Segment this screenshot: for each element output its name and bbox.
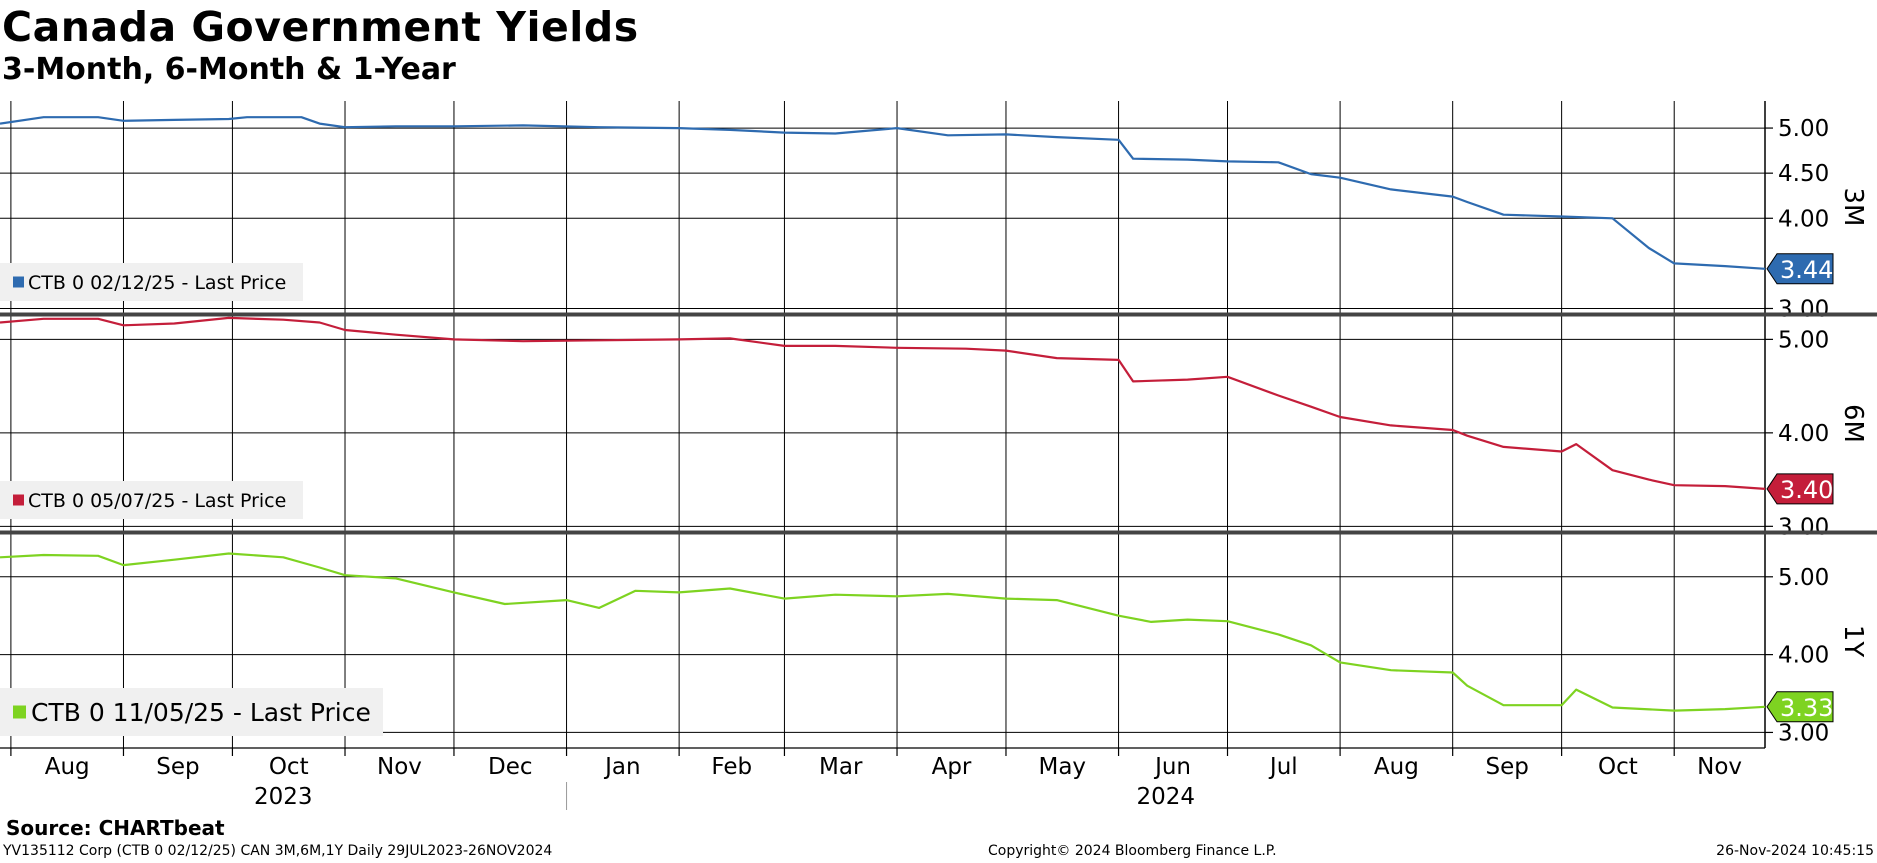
x-month-label: Nov	[377, 754, 422, 780]
y-axis-title: 3M	[1838, 188, 1868, 227]
x-month-label: Nov	[1697, 754, 1742, 780]
footer-ticker-info: YV135112 Corp (CTB 0 02/12/25) CAN 3M,6M…	[3, 843, 553, 859]
x-year-label: 2024	[1136, 784, 1195, 810]
x-month-label: Jan	[603, 754, 640, 780]
x-month-label: Aug	[1374, 754, 1419, 780]
x-month-label: Mar	[819, 754, 863, 780]
chart-subtitle: 3-Month, 6-Month & 1-Year	[2, 52, 456, 87]
x-month-label: Sep	[156, 754, 199, 780]
panel-3m: 3.00 4.00 4.50 5.00 3M 3.44 CTB 0 02/12/25 - L…	[0, 101, 1868, 322]
x-month-label: May	[1038, 754, 1086, 780]
legend-background	[0, 688, 383, 736]
x-month-label: Oct	[269, 754, 309, 780]
y-tick-label: 5.00	[1778, 565, 1829, 591]
last-value-label: 3.44	[1780, 256, 1833, 284]
x-month-label: Apr	[932, 754, 972, 780]
series-line	[0, 316, 1766, 490]
footer-timestamp: 26-Nov-2024 10:45:15	[1716, 843, 1874, 859]
chart-panels: 3.00 4.00 4.50 5.00 3M 3.44 CTB 0 02/12/25 - L…	[0, 101, 1868, 748]
x-month-label: Feb	[711, 754, 752, 780]
legend-background	[0, 481, 303, 519]
last-value-label: 3.40	[1780, 476, 1833, 504]
legend-label: CTB 0 11/05/25 - Last Price	[31, 698, 371, 727]
x-axis: Aug Sep Oct Nov Dec Jan Feb Mar Apr May Jun Jul Aug S…	[0, 747, 1765, 810]
y-axis-title: 6M	[1838, 404, 1868, 443]
last-value-marker	[1766, 473, 1834, 505]
y-tick-label: 4.00	[1778, 643, 1829, 669]
y-tick-label: 5.00	[1778, 116, 1829, 142]
x-month-label: Aug	[45, 754, 90, 780]
footer-copyright: Copyright© 2024 Bloomberg Finance L.P.	[988, 843, 1277, 859]
y-tick-label: 4.00	[1778, 421, 1829, 447]
panel-separators	[0, 312, 1877, 535]
legend-swatch	[13, 276, 24, 288]
x-month-label: Oct	[1598, 754, 1638, 780]
series-line	[0, 552, 1766, 712]
last-value-marker	[1766, 691, 1834, 723]
x-year-label: 2023	[254, 784, 313, 810]
y-tick-label: 4.50	[1778, 161, 1829, 187]
legend-swatch	[13, 494, 24, 506]
x-month-label: Dec	[488, 754, 533, 780]
y-axis-title: 1Y	[1838, 625, 1868, 658]
yield-chart: 3.00 4.00 4.50 5.00 3M 3.44 CTB 0 02/12/25 - L…	[0, 101, 1877, 810]
y-tick-label: 3.00	[1778, 720, 1829, 746]
legend-swatch	[13, 705, 26, 719]
legend-background	[0, 263, 303, 301]
panel-6m: 3.00 4.00 5.00 6M 3.40 CTB 0 05/07/25 - Last …	[0, 316, 1868, 540]
y-tick-label: 3.00	[1778, 296, 1829, 322]
y-tick-label: 5.00	[1778, 327, 1829, 353]
source-label: Source: CHARTbeat	[6, 816, 225, 840]
x-month-label: Jun	[1153, 754, 1191, 780]
y-tick-label: 4.00	[1778, 206, 1829, 232]
grid	[10, 101, 1675, 748]
x-month-label: Sep	[1485, 754, 1528, 780]
legend-label: CTB 0 05/07/25 - Last Price	[28, 490, 286, 512]
series-line	[0, 116, 1766, 270]
chart-title: Canada Government Yields	[2, 3, 639, 51]
y-tick-label: 3.00	[1778, 514, 1829, 540]
last-value-marker	[1766, 253, 1834, 285]
panel-1y: 3.00 4.00 5.00 1Y 3.33 CTB 0 11/05/25 - Last …	[0, 534, 1868, 748]
legend-label: CTB 0 02/12/25 - Last Price	[28, 272, 286, 294]
last-value-label: 3.33	[1780, 694, 1833, 722]
x-month-label: Jul	[1268, 754, 1298, 780]
